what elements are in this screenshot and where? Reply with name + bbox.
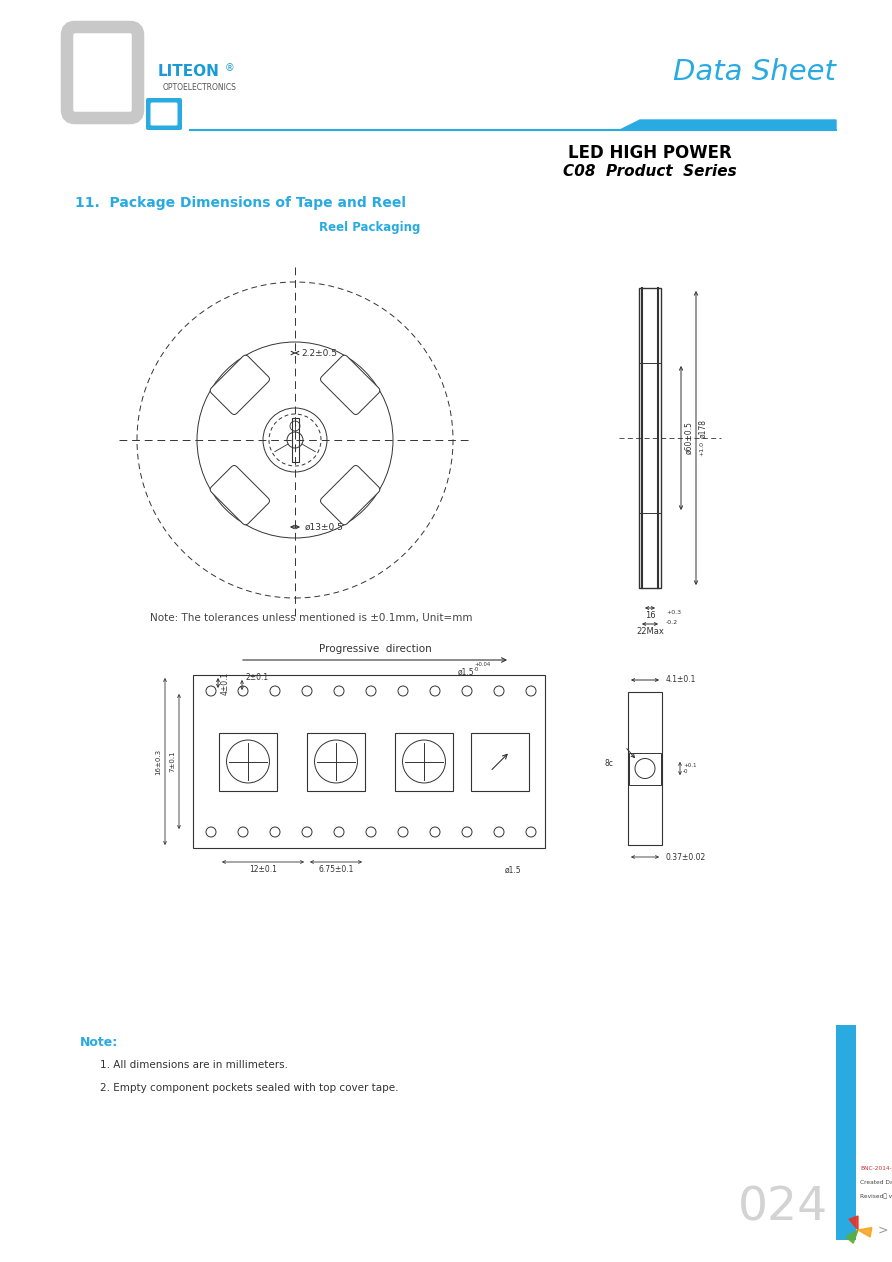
Text: Data Sheet: Data Sheet (673, 58, 836, 86)
Text: Note:: Note: (80, 1036, 119, 1049)
Text: ø60±0.5: ø60±0.5 (684, 422, 693, 454)
Text: Progressive  direction: Progressive direction (318, 644, 432, 654)
Polygon shape (620, 120, 836, 130)
Bar (471, 732, 529, 790)
FancyBboxPatch shape (67, 27, 138, 119)
Text: Revised： v0.2, 07/04/2013: Revised： v0.2, 07/04/2013 (860, 1193, 892, 1199)
Text: 4.1±0.1: 4.1±0.1 (666, 675, 697, 684)
Text: 16±0.3: 16±0.3 (155, 748, 161, 775)
FancyBboxPatch shape (211, 355, 269, 414)
Text: 7±0.1: 7±0.1 (169, 751, 175, 772)
Bar (629, 752, 661, 785)
Polygon shape (858, 1228, 871, 1237)
Text: OPTOELECTRONICS: OPTOELECTRONICS (163, 82, 237, 92)
Text: Note: The tolerances unless mentioned is ±0.1mm, Unit=mm: Note: The tolerances unless mentioned is… (150, 613, 473, 623)
Text: 2±0.1: 2±0.1 (245, 674, 268, 683)
Text: 6.75±0.1: 6.75±0.1 (318, 866, 354, 875)
Text: 024: 024 (738, 1185, 829, 1230)
Bar (639, 288, 661, 588)
Text: +1.0: +1.0 (699, 440, 704, 456)
Text: C08  Product  Series: C08 Product Series (563, 164, 737, 179)
FancyBboxPatch shape (151, 102, 178, 125)
Bar (395, 732, 453, 790)
Text: +0.3: +0.3 (666, 610, 681, 615)
Text: 1. All dimensions are in millimeters.: 1. All dimensions are in millimeters. (100, 1060, 288, 1070)
Text: -0.2: -0.2 (666, 620, 678, 625)
Text: +0.1
-0: +0.1 -0 (683, 764, 697, 774)
Text: ø13±0.5: ø13±0.5 (305, 522, 344, 531)
Text: 16: 16 (645, 612, 656, 621)
Text: 12±0.1: 12±0.1 (249, 866, 277, 875)
Bar (193, 675, 545, 848)
Text: LED HIGH POWER: LED HIGH POWER (568, 144, 731, 162)
FancyBboxPatch shape (320, 355, 380, 414)
Text: 11.  Package Dimensions of Tape and Reel: 11. Package Dimensions of Tape and Reel (75, 196, 406, 209)
Text: >: > (878, 1223, 888, 1237)
FancyBboxPatch shape (211, 466, 269, 525)
Text: Reel Packaging: Reel Packaging (319, 222, 421, 235)
Text: 4±0.1: 4±0.1 (221, 671, 230, 694)
Text: 22Max: 22Max (636, 627, 664, 636)
Text: 8c: 8c (604, 758, 613, 769)
Polygon shape (846, 1230, 858, 1243)
Polygon shape (849, 1217, 858, 1230)
Bar (219, 732, 277, 790)
Text: LITEON: LITEON (158, 64, 219, 80)
Text: BNC-2014-111-A4: BNC-2014-111-A4 (860, 1166, 892, 1170)
Text: +0.04
-0: +0.04 -0 (474, 661, 491, 673)
Bar (836, 1025, 856, 1241)
Text: 2. Empty component pockets sealed with top cover tape.: 2. Empty component pockets sealed with t… (100, 1083, 399, 1093)
Bar (292, 418, 299, 462)
Text: 0.37±0.02: 0.37±0.02 (666, 853, 706, 862)
Text: ø1.5: ø1.5 (458, 668, 475, 676)
FancyBboxPatch shape (320, 466, 380, 525)
Bar (307, 732, 365, 790)
Text: 2.2±0.5: 2.2±0.5 (301, 348, 337, 357)
Bar (628, 692, 662, 846)
Text: Created Date： 07/04/2013: Created Date： 07/04/2013 (860, 1179, 892, 1185)
Text: ®: ® (225, 63, 235, 73)
Text: ø1.5: ø1.5 (505, 866, 522, 875)
FancyBboxPatch shape (146, 98, 182, 130)
Text: ø178: ø178 (699, 419, 708, 438)
